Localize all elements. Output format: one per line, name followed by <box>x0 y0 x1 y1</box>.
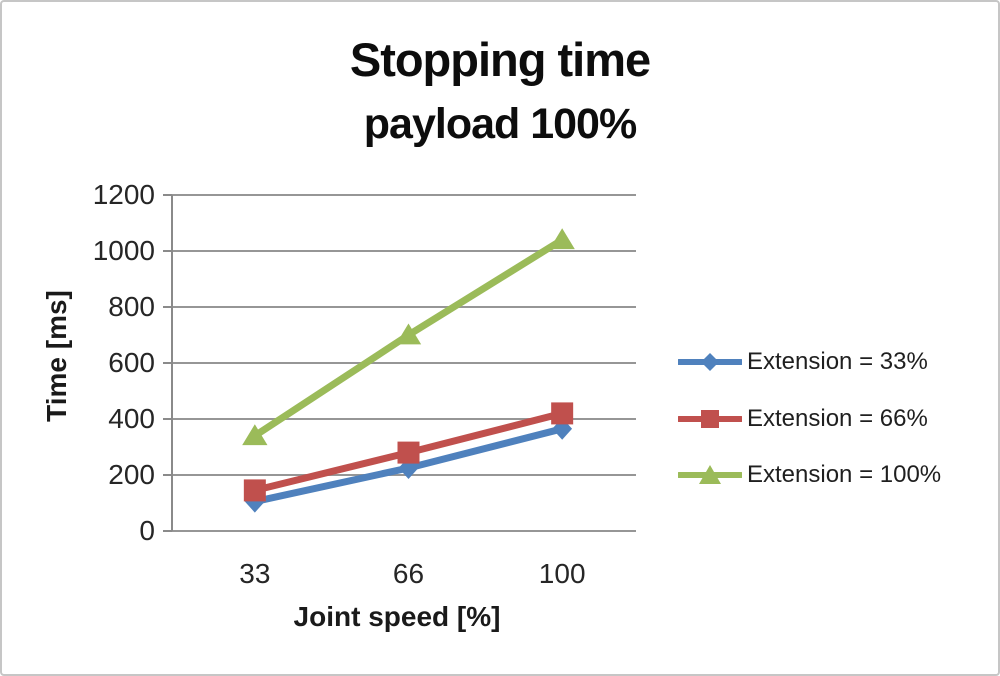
legend-item-1: Extension = 66% <box>678 404 928 434</box>
y-tick-label-0: 0 <box>139 515 155 546</box>
legend-label-2: Extension = 100% <box>747 461 942 488</box>
x-tick-label-66: 66 <box>392 558 425 589</box>
x-axis-title: Joint speed [%] <box>293 601 501 632</box>
y-tick-label-1000: 1000 <box>92 235 155 266</box>
series-2-marker-2 <box>549 228 575 250</box>
y-tick-label-600: 600 <box>108 347 155 378</box>
x-tick-label-33: 33 <box>239 558 271 589</box>
series-2-marker-1 <box>395 323 422 345</box>
series-1-marker-1 <box>397 441 420 464</box>
legend-swatch-triangle-icon <box>678 465 742 484</box>
series-0-marker-1 <box>398 457 419 479</box>
legend-item-2: Extension = 100% <box>678 460 941 490</box>
chart-title: Stopping time <box>349 33 651 86</box>
chart-subtitle: payload 100% <box>363 100 637 148</box>
legend-swatch-diamond-icon <box>678 353 742 371</box>
series-1-marker-0 <box>243 479 266 502</box>
legend-label-0: Extension = 33% <box>747 348 928 375</box>
series-1-marker-2 <box>551 402 574 425</box>
legend-label-1: Extension = 66% <box>747 405 928 432</box>
legend-item-0: Extension = 33% <box>678 347 928 377</box>
legend-swatch-square-icon <box>678 410 742 428</box>
x-tick-label-100: 100 <box>538 558 586 589</box>
y-tick-label-400: 400 <box>108 403 155 434</box>
series-2-marker-0 <box>242 424 268 446</box>
y-tick-label-200: 200 <box>108 459 155 490</box>
y-tick-label-1200: 1200 <box>92 179 155 210</box>
y-tick-label-800: 800 <box>108 291 155 322</box>
